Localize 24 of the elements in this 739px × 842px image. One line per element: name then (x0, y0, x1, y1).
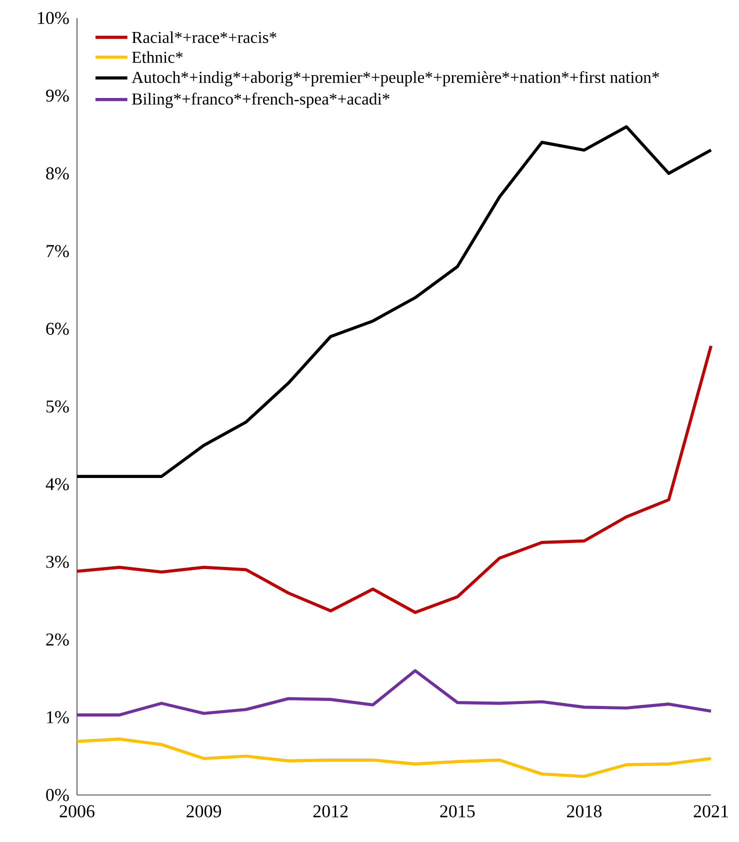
line-series (75, 669, 713, 717)
y-tick-label: 5% (46, 400, 69, 413)
y-tick-label: 1% (47, 711, 69, 724)
x-tick-label: 2015 (440, 805, 475, 818)
x-tick-label: 2018 (567, 805, 602, 818)
y-tick-label: 6% (46, 322, 69, 335)
legend-label: Racial*+race*+racis* (132, 31, 276, 44)
y-tick-label: 4% (46, 478, 69, 490)
legend-label: Ethnic* (132, 51, 183, 63)
y-tick-label: 8% (46, 167, 69, 180)
y-tick-label: 3% (46, 556, 69, 568)
x-tick-label: 2021 (694, 805, 728, 818)
y-tick-label: 10% (38, 12, 69, 24)
y-tick-label: 9% (46, 90, 69, 102)
legend-label: Biling*+franco*+french-spea*+acadi* (132, 92, 390, 108)
line-series (75, 344, 713, 614)
line-series (75, 738, 713, 778)
y-tick-label: 0% (46, 788, 69, 802)
y-tick-label: 2% (46, 633, 69, 646)
y-tick-label: 7% (46, 244, 69, 258)
legend-label: Autoch*+indig*+aborig*+premier*+peuple*+première*+nation*+first nation* (132, 71, 659, 86)
x-tick-label: 2012 (313, 805, 348, 818)
x-tick-label: 2009 (186, 805, 222, 818)
x-tick-label: 2006 (60, 805, 94, 818)
